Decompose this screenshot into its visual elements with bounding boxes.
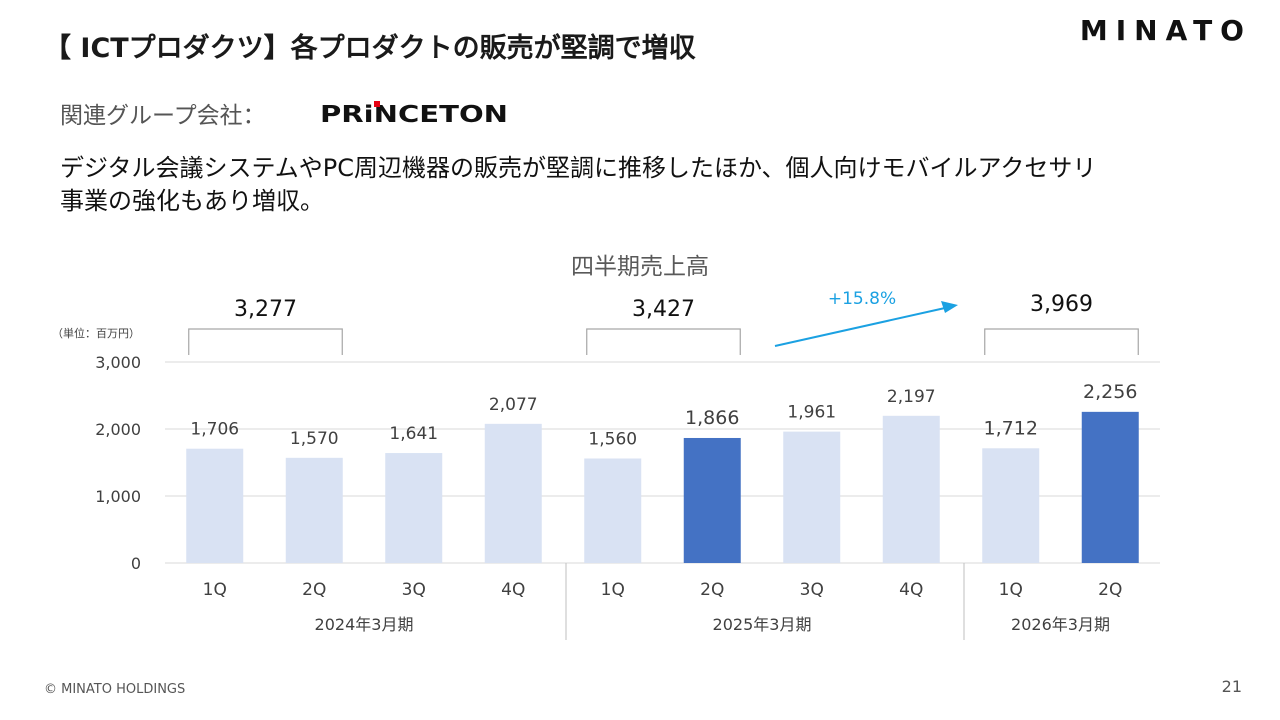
bar [484, 423, 542, 563]
princeton-logo-text: PRiNCETON [320, 102, 508, 128]
labels: 0 1,000 2,000 3,000 1,706 1Q 1,570 2Q 1,641 3Q 2,0… [95, 292, 1137, 634]
chart-title: 四半期売上高 [571, 254, 709, 280]
growth-label: +15.8% [828, 289, 896, 309]
growth-arrow-head [941, 301, 958, 313]
bar [186, 448, 244, 563]
y-tick-label: 0 [131, 554, 141, 573]
period-label: 2025年3月期 [713, 615, 812, 634]
half-total-label: 3,969 [1030, 292, 1093, 317]
bracket [188, 328, 343, 355]
unit-label: （単位：百万円） [52, 326, 140, 340]
bar [1081, 411, 1139, 563]
princeton-logo: PRiNCETON [320, 100, 520, 132]
description-line-2: 事業の強化もあり増収。 [60, 187, 324, 215]
bar [584, 458, 642, 563]
half-total-label: 3,427 [632, 297, 695, 322]
bar [882, 415, 940, 563]
bracket [984, 328, 1139, 355]
x-tick-label: 4Q [501, 580, 525, 600]
bar [683, 437, 741, 563]
x-tick-label: 3Q [402, 580, 426, 600]
x-tick-label: 4Q [899, 580, 923, 600]
page-title: 【 ICTプロダクツ】各プロダクトの販売が堅調で増収 [44, 33, 696, 64]
bar-value-label: 1,961 [787, 403, 836, 423]
bar-value-label: 2,077 [489, 395, 538, 415]
growth-arrow-line [774, 307, 946, 347]
y-tick-label: 2,000 [95, 420, 141, 439]
half-year-brackets [188, 328, 1139, 355]
description-line-1: デジタル会議システムやPC周辺機器の販売が堅調に推移したほか、個人向けモバイルア… [60, 154, 1097, 182]
bracket [586, 328, 741, 355]
princeton-logo-accent [374, 101, 380, 107]
page-number: 21 [1221, 677, 1242, 696]
bar [783, 431, 841, 563]
y-tick-label: 3,000 [95, 353, 141, 372]
bar-value-label: 1,712 [984, 417, 1038, 439]
x-tick-label: 2Q [1098, 580, 1122, 600]
bar-value-label: 1,706 [190, 420, 239, 440]
x-tick-label: 1Q [999, 580, 1023, 600]
bar [385, 453, 443, 563]
x-tick-label: 1Q [203, 580, 227, 600]
bar-value-label: 1,560 [588, 429, 637, 449]
bar-value-label: 1,570 [290, 429, 339, 449]
half-total-label: 3,277 [234, 297, 297, 322]
description: デジタル会議システムやPC周辺機器の販売が堅調に推移したほか、個人向けモバイルア… [60, 152, 1240, 218]
growth-arrow: +15.8% [774, 289, 958, 347]
bar-value-label: 2,197 [887, 387, 936, 407]
period-label: 2026年3月期 [1011, 615, 1110, 634]
x-tick-label: 2Q [302, 580, 326, 600]
x-tick-label: 2Q [700, 580, 724, 600]
bar-value-label: 1,866 [685, 407, 739, 429]
company-logo: MINATO [1079, 14, 1252, 47]
bars [186, 411, 1139, 563]
related-company-label: 関連グループ会社： [60, 103, 266, 129]
x-tick-label: 3Q [800, 580, 824, 600]
x-tick-label: 1Q [601, 580, 625, 600]
bar [285, 457, 343, 563]
period-label: 2024年3月期 [315, 615, 414, 634]
y-tick-label: 1,000 [95, 487, 141, 506]
copyright: © MINATO HOLDINGS [44, 682, 186, 697]
bar [982, 448, 1040, 563]
bar-value-label: 1,641 [389, 424, 438, 444]
bar-value-label: 2,256 [1083, 381, 1137, 403]
